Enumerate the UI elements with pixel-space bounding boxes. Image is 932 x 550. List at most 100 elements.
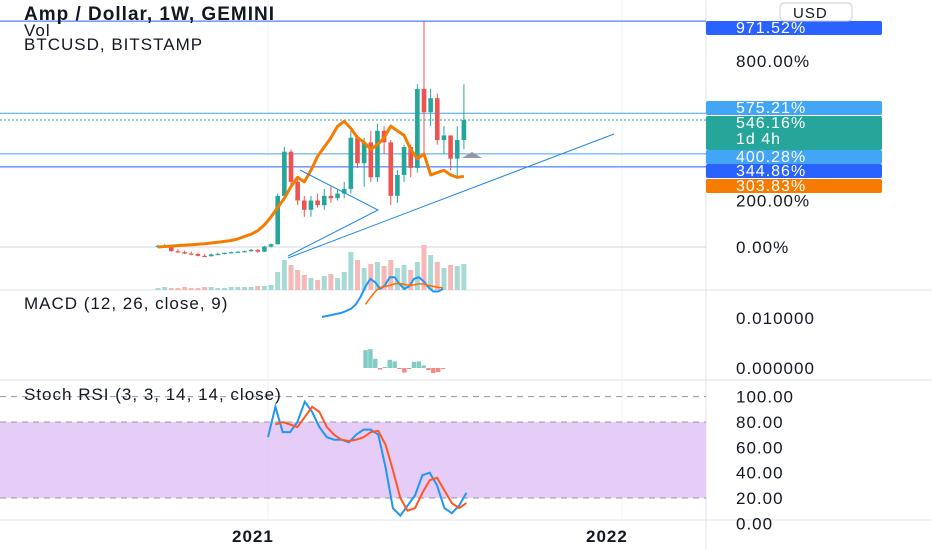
volume-bar	[368, 264, 374, 290]
macd-histogram-bar	[382, 366, 388, 368]
price-tick-label: 0.00%	[736, 238, 789, 257]
macd-histogram-bar	[411, 361, 417, 368]
volume-bar	[428, 255, 434, 290]
last-price-marker	[462, 152, 482, 158]
macd-signal-line	[364, 282, 444, 305]
candle-body	[328, 195, 334, 199]
candle-body	[215, 253, 221, 256]
candle-body	[435, 98, 440, 141]
price-tag-label: 303.83%	[736, 178, 806, 195]
macd-histogram-bar	[363, 350, 368, 368]
price-tag[interactable]	[706, 21, 882, 35]
candle-body	[348, 137, 354, 189]
candle-body	[235, 251, 241, 253]
currency-button-label: USD	[793, 5, 828, 22]
candle-body	[275, 195, 280, 245]
price-tag[interactable]	[706, 101, 882, 115]
macd-histogram-bar	[431, 368, 436, 374]
candle-body	[388, 142, 394, 196]
candle-body	[308, 200, 314, 210]
candle-body	[375, 130, 380, 178]
volume-bar	[421, 245, 427, 290]
macd-histogram-bar	[406, 368, 412, 370]
candle-body	[188, 253, 194, 255]
candle-body	[255, 249, 261, 252]
volume-bar	[175, 288, 181, 290]
macd-histogram-bar	[416, 361, 421, 368]
price-tag[interactable]	[706, 164, 882, 178]
candle-body	[341, 188, 347, 194]
volume-bar	[188, 288, 194, 290]
volume-bar	[202, 287, 208, 290]
candles	[155, 21, 467, 374]
volume-bar	[222, 288, 227, 290]
candle-body	[248, 249, 254, 252]
volume-bar	[281, 260, 287, 290]
price-axis[interactable]: 800.00% 200.00% 0.00% 971.52% 575.21%546.16%…	[706, 2, 882, 533]
candle-body	[401, 147, 407, 175]
volume-bar	[195, 288, 201, 290]
macd-histogram-bar	[440, 368, 446, 370]
price-tag-countdown: 1d 4h	[736, 131, 781, 148]
volume-bar	[315, 280, 321, 290]
macd-histogram-bar	[397, 368, 402, 369]
stoch-tick-label: 0.00	[736, 514, 773, 533]
candle-body	[195, 253, 201, 256]
stoch-tick-label: 80.00	[736, 413, 784, 432]
candle-body	[175, 251, 181, 253]
candle-body	[441, 135, 447, 141]
volume-bar	[388, 260, 394, 290]
candle-body	[295, 181, 300, 201]
price-tag[interactable]	[706, 150, 882, 164]
price-tag-label: 400.28%	[736, 149, 806, 166]
candle-body	[448, 135, 453, 159]
macd-histogram-bar	[421, 365, 426, 368]
volume-bar	[414, 262, 420, 290]
candle-body	[182, 252, 187, 254]
macd-histogram-bar	[377, 368, 383, 370]
trend-line	[287, 133, 615, 259]
volume-bar	[441, 268, 447, 290]
price-tag-label: 344.86%	[736, 163, 806, 180]
candle-body	[222, 252, 227, 255]
macd-histogram-bar	[402, 368, 407, 373]
volume-bar	[235, 287, 241, 290]
volume-bar	[321, 276, 327, 290]
volume-bar	[268, 285, 274, 290]
price-tag-label: 971.52%	[736, 20, 806, 37]
candle-body	[169, 245, 174, 252]
volume-bar	[394, 268, 400, 290]
candle-body	[302, 200, 307, 210]
volume-bar	[448, 265, 454, 290]
volume-bar	[434, 262, 440, 290]
candle-body	[408, 147, 413, 168]
candle-body	[288, 151, 294, 182]
macd-tick-label: 0.000000	[736, 359, 815, 378]
candle-body	[415, 88, 420, 168]
volume-bar	[355, 260, 360, 290]
macd-histogram-bar	[435, 368, 441, 373]
macd-tick-label: 0.010000	[736, 309, 815, 328]
price-tick-label: 800.00%	[736, 52, 810, 71]
volume-bar	[408, 270, 414, 290]
candle-body	[208, 254, 214, 257]
stoch-tick-label: 40.00	[736, 464, 784, 483]
stoch-tick-label: 100.00	[736, 388, 794, 407]
volume-bar	[155, 288, 161, 290]
volume-bar	[255, 286, 261, 290]
volume-bar	[261, 286, 267, 290]
macd-histogram-bar	[373, 358, 378, 368]
price-tag-label: 575.21%	[736, 100, 806, 117]
price-tag[interactable]	[706, 179, 882, 193]
volume-bar	[401, 265, 407, 290]
candle-body	[321, 195, 327, 206]
price-tag[interactable]	[706, 116, 882, 150]
currency-button[interactable]	[779, 2, 853, 22]
volume-bar	[301, 275, 307, 290]
candle-body	[268, 244, 274, 247]
btc-compare-line	[157, 119, 465, 249]
volume-bar	[162, 287, 168, 290]
volume-bar	[461, 264, 467, 290]
